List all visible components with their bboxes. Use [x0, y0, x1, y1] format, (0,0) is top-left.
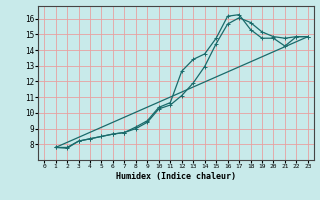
X-axis label: Humidex (Indice chaleur): Humidex (Indice chaleur): [116, 172, 236, 181]
